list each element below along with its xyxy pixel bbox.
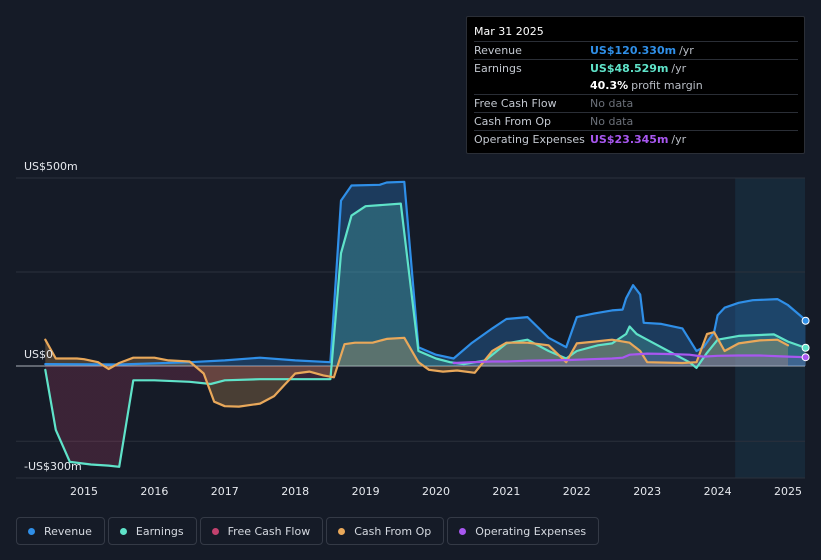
tooltip-row-margin: 40.3% profit margin — [474, 77, 798, 94]
x-tick-label: 2016 — [140, 485, 168, 498]
tooltip-row-fcf: Free Cash Flow No data — [474, 94, 798, 112]
series-endpoints — [801, 316, 810, 362]
y-axis-label: US$500m — [24, 160, 78, 173]
legend-dot-icon — [338, 527, 346, 535]
cash-from-op-area — [45, 332, 788, 407]
earnings-line — [44, 202, 807, 468]
legend-label: Revenue — [44, 524, 92, 538]
y-axis-label: US$0 — [24, 348, 53, 361]
tooltip-unit: /yr — [671, 133, 687, 146]
x-tick-label: 2020 — [422, 485, 450, 498]
x-tick-label: 2024 — [704, 485, 732, 498]
series-areas — [45, 181, 806, 467]
tooltip-label: Operating Expenses — [474, 133, 585, 146]
tooltip-label: Free Cash Flow — [474, 97, 557, 110]
revenue-area — [45, 181, 806, 366]
revenue-line — [44, 180, 807, 366]
legend-dot-icon — [28, 527, 35, 535]
tooltip-value: US$120.330m — [590, 44, 677, 57]
tooltip-unit: /yr — [671, 62, 687, 75]
x-tick-label: 2015 — [70, 485, 98, 498]
legend-label: Earnings — [135, 524, 184, 538]
legend-label: Operating Expenses — [475, 524, 587, 538]
x-tick-label: 2023 — [633, 485, 661, 498]
legend-dot-icon — [119, 527, 127, 535]
legend-item-revenue[interactable]: Revenue — [16, 517, 105, 545]
tooltip-unit: /yr — [679, 44, 694, 57]
x-tick-label: 2022 — [563, 485, 591, 498]
earnings-area — [45, 203, 806, 467]
highlight-region — [735, 178, 805, 478]
legend-item-free-cash-flow[interactable]: Free Cash Flow — [199, 517, 324, 545]
series-lines — [44, 180, 807, 468]
tooltip-row-opex: Operating Expenses US$23.345m /yr — [474, 130, 798, 148]
x-tick-label: 2021 — [492, 485, 520, 498]
cash-from-op-line — [44, 331, 790, 408]
revenue-endpoint — [801, 316, 810, 325]
tooltip-value: 40.3% — [590, 79, 629, 92]
tooltip-value: No data — [590, 115, 634, 128]
tooltip-row-cfo: Cash From Op No data — [474, 112, 798, 130]
tooltip-label — [474, 78, 590, 94]
tooltip-row-revenue: Revenue US$120.330m /yr — [474, 41, 798, 59]
legend: Revenue Earnings Free Cash Flow Cash Fro… — [16, 517, 602, 545]
legend-item-cash-from-op[interactable]: Cash From Op — [326, 517, 445, 545]
operating-expenses-endpoint — [801, 353, 810, 362]
tooltip-value: US$23.345m — [590, 133, 669, 146]
legend-dot-icon — [211, 527, 219, 535]
legend-item-operating-expenses[interactable]: Operating Expenses — [447, 517, 600, 545]
x-tick-label: 2017 — [211, 485, 239, 498]
tooltip-label: Revenue — [474, 44, 522, 57]
legend-label: Free Cash Flow — [227, 524, 311, 538]
operating-expenses-line — [452, 352, 807, 365]
tooltip-label: Earnings — [474, 62, 522, 75]
tooltip: Mar 31 2025 Revenue US$120.330m /yr Earn… — [466, 16, 805, 154]
earnings-endpoint — [801, 343, 810, 352]
x-axis-labels: 2015 2016 2017 2018 2019 2020 2021 2022 2023 2024… — [70, 485, 802, 498]
tooltip-date: Mar 31 2025 — [474, 25, 544, 38]
tooltip-value: No data — [590, 97, 634, 110]
tooltip-unit: profit margin — [631, 79, 703, 92]
legend-dot-icon — [459, 527, 467, 535]
tooltip-label: Cash From Op — [474, 115, 552, 128]
legend-item-earnings[interactable]: Earnings — [107, 517, 197, 545]
tooltip-row-earnings: Earnings US$48.529m /yr — [474, 59, 798, 77]
y-axis-label: -US$300m — [24, 460, 82, 473]
x-tick-label: 2025 — [774, 485, 802, 498]
legend-label: Cash From Op — [354, 524, 432, 538]
tooltip-value: US$48.529m — [590, 62, 669, 75]
x-tick-label: 2018 — [281, 485, 309, 498]
y-axis-labels: US$500m US$0 -US$300m — [24, 160, 82, 473]
x-tick-label: 2019 — [352, 485, 380, 498]
